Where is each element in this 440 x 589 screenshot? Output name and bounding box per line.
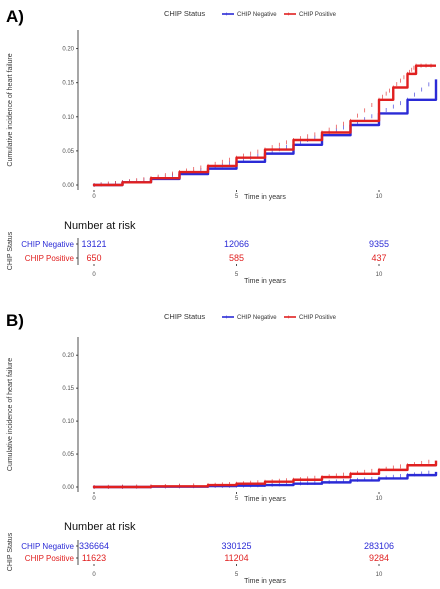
legend-item-0: CHIP Negative [237, 315, 277, 321]
series-point [92, 183, 96, 187]
risk-value: 437 [371, 253, 386, 263]
risk-x-tick-label: 0 [92, 572, 96, 578]
legend: CHIP Status + CHIP Negative + CHIP Positive [164, 312, 337, 321]
risk-table-axis-label: CHIP Status [7, 532, 14, 571]
risk-x-axis-label: Time in years [244, 278, 286, 285]
x-tick-label: 5 [235, 194, 239, 200]
risk-value: 11623 [82, 553, 106, 563]
y-tick-label: 0.15 [62, 81, 74, 87]
risk-value: 585 [229, 253, 244, 263]
risk-value: 283106 [364, 541, 394, 551]
risk-value: 9284 [369, 553, 389, 563]
legend-title: CHIP Status [164, 312, 205, 321]
risk-table: Number at risk CHIP Status CHIP Negative 33… [7, 521, 394, 585]
y-tick-label: 0.05 [62, 452, 74, 458]
risk-row-label: CHIP Positive [25, 254, 75, 263]
y-tick-label: 0.05 [62, 149, 74, 155]
panel-label: B) [6, 311, 24, 330]
risk-value: 330125 [221, 541, 251, 551]
x-tick-label: 10 [376, 496, 383, 502]
y-tick-label: 0.10 [62, 419, 74, 425]
y-tick-label: 0.20 [62, 47, 74, 53]
risk-table-title: Number at risk [64, 220, 136, 232]
risk-value: 650 [86, 253, 101, 263]
x-axis-label: Time in years [244, 194, 286, 201]
risk-x-axis-label: Time in years [244, 578, 286, 585]
risk-value: 12066 [224, 239, 249, 249]
risk-x-tick-label: 5 [235, 572, 239, 578]
risk-table-axis-label: CHIP Status [7, 231, 14, 270]
legend-swatch-mark-1: + [287, 12, 291, 18]
legend-swatch-mark-1: + [287, 315, 291, 321]
risk-value: 11204 [224, 553, 248, 563]
legend-item-0: CHIP Negative [237, 12, 277, 18]
series-line-1 [94, 64, 436, 187]
panel-a: A) CHIP Status + CHIP Negative + CHIP Positiv… [6, 7, 438, 285]
y-axis-label: Cumulative incidence of heart failure [7, 358, 14, 471]
risk-value: 336664 [79, 541, 109, 551]
panel-label: A) [6, 7, 24, 26]
risk-x-tick-label: 0 [92, 272, 96, 278]
x-tick-label: 5 [235, 496, 239, 502]
legend-title: CHIP Status [164, 9, 205, 18]
risk-x-tick-label: 5 [235, 272, 239, 278]
legend-item-1: CHIP Positive [299, 315, 337, 321]
series-line-0 [94, 79, 438, 187]
x-tick-label: 0 [92, 194, 96, 200]
y-tick-label: 0.20 [62, 353, 74, 359]
x-tick-label: 0 [92, 496, 96, 502]
x-axis-label: Time in years [244, 496, 286, 503]
legend: CHIP Status + CHIP Negative + CHIP Positive [164, 9, 337, 18]
y-tick-label: 0.10 [62, 115, 74, 121]
legend-swatch-mark-0: + [225, 315, 229, 321]
y-tick-label: 0.00 [62, 485, 74, 491]
risk-row-label: CHIP Negative [21, 542, 74, 551]
series-point [92, 485, 96, 489]
legend-item-1: CHIP Positive [299, 12, 337, 18]
risk-row-label: CHIP Positive [25, 554, 75, 563]
risk-value: 9355 [369, 239, 389, 249]
risk-row-label: CHIP Negative [21, 240, 74, 249]
y-tick-label: 0.15 [62, 386, 74, 392]
legend-swatch-mark-0: + [225, 12, 229, 18]
risk-x-tick-label: 10 [376, 272, 383, 278]
risk-value: 13121 [81, 239, 106, 249]
panel-b: B) CHIP Status + CHIP Negative + CHIP Positiv… [6, 311, 438, 585]
y-axis-label: Cumulative incidence of heart failure [7, 53, 14, 166]
risk-table: Number at risk CHIP Status CHIP Negative 13… [7, 220, 389, 285]
y-tick-label: 0.00 [62, 183, 74, 189]
risk-table-title: Number at risk [64, 521, 136, 533]
risk-x-tick-label: 10 [376, 572, 383, 578]
x-tick-label: 10 [376, 194, 383, 200]
